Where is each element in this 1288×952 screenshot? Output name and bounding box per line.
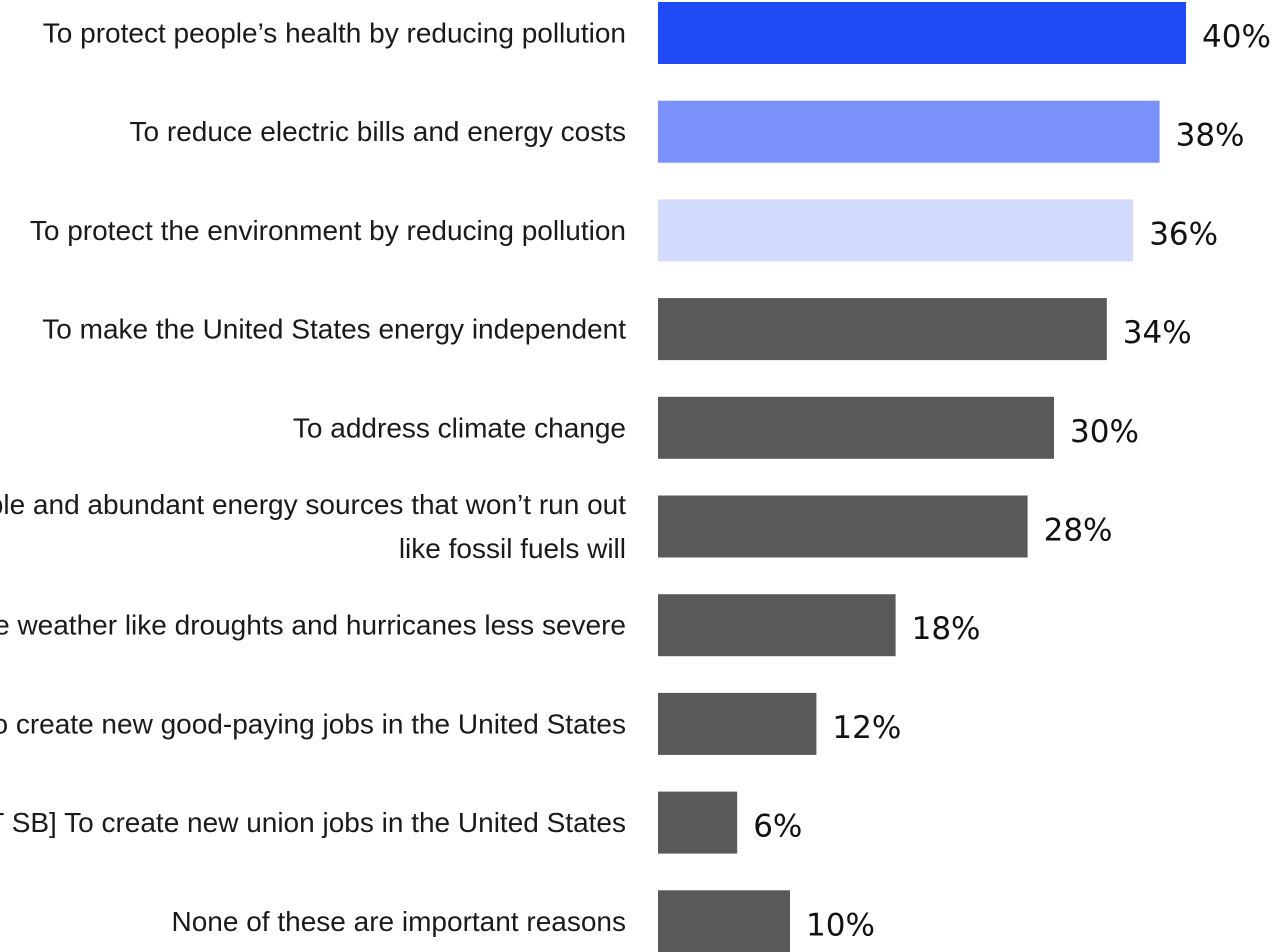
category-label: None of these are important reasons — [172, 906, 626, 937]
value-label: 12% — [832, 710, 901, 746]
category-label: To create new good-paying jobs in the Un… — [0, 708, 626, 739]
category-label: To make extreme weather like droughts an… — [0, 610, 626, 641]
bar — [658, 199, 1134, 262]
category-label: To protect the environment by reducing p… — [30, 215, 626, 246]
bar — [658, 495, 1028, 558]
bar — [658, 298, 1107, 361]
value-label: 28% — [1044, 513, 1113, 549]
category-label: [SPLIT SB] To create new union jobs in t… — [0, 807, 626, 838]
bar — [658, 692, 817, 755]
value-label: 30% — [1070, 414, 1139, 450]
category-label: To reduce electric bills and energy cost… — [130, 116, 626, 147]
bar — [658, 396, 1054, 459]
value-labels-group: 40% 38% 36% 34% 30% 28% 18% 12% 6% 10% — [753, 19, 1271, 943]
bar — [658, 890, 790, 952]
value-label: 6% — [753, 809, 802, 845]
bars-group — [658, 2, 1186, 952]
bar — [658, 2, 1186, 64]
value-label: 10% — [806, 907, 875, 943]
category-label: To protect people’s health by reducing p… — [43, 18, 626, 49]
bar — [658, 791, 738, 854]
category-label: To address climate change — [293, 412, 626, 443]
value-label: 18% — [912, 611, 981, 647]
value-label: 34% — [1123, 315, 1192, 351]
category-label: To use renewable and abundant energy sou… — [0, 489, 626, 520]
value-label: 38% — [1176, 118, 1245, 154]
value-label: 36% — [1149, 216, 1218, 252]
bar — [658, 594, 896, 657]
value-label: 40% — [1202, 19, 1271, 55]
bar — [658, 100, 1160, 163]
category-label: To make the United States energy indepen… — [42, 314, 626, 345]
category-labels-group: To protect people’s health by reducing p… — [0, 18, 626, 937]
category-label: like fossil fuels will — [399, 533, 626, 564]
